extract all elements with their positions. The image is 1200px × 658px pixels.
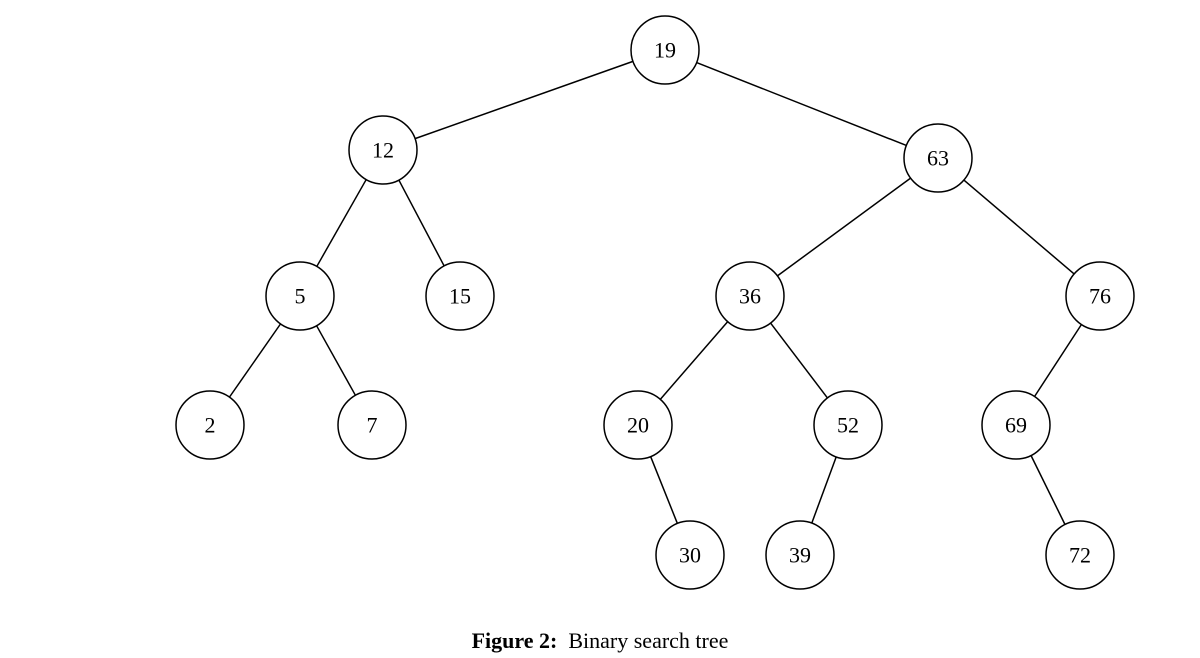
tree-node: 2 [176,391,244,459]
tree-node-label: 15 [449,284,471,309]
tree-node: 19 [631,16,699,84]
tree-edge [771,323,828,398]
tree-edge [317,326,356,396]
tree-node: 76 [1066,262,1134,330]
tree-node: 15 [426,262,494,330]
tree-node: 5 [266,262,334,330]
binary-search-tree: 19 12 63 5 15 36 76 2 7 20 52 69 30 39 72 [0,0,1200,610]
tree-edge [777,178,910,276]
tree-node-label: 39 [789,543,811,568]
tree-edge [1031,456,1065,525]
tree-node-label: 76 [1089,284,1111,309]
tree-node-label: 72 [1069,543,1091,568]
tree-node-label: 2 [205,413,216,438]
tree-edge [229,324,280,397]
tree-edge [415,61,633,138]
tree-node-label: 7 [367,413,378,438]
tree-edge [697,63,907,146]
tree-node: 20 [604,391,672,459]
tree-node: 52 [814,391,882,459]
figure-caption: Figure 2: Binary search tree [0,628,1200,654]
tree-edge [1035,324,1082,396]
tree-node-label: 5 [295,284,306,309]
tree-edge [964,180,1074,274]
tree-node: 30 [656,521,724,589]
tree-edge [660,322,727,400]
tree-node-label: 12 [372,138,394,163]
tree-node: 36 [716,262,784,330]
figure-caption-label: Figure 2: [472,628,558,653]
tree-node: 69 [982,391,1050,459]
figure-caption-text: Binary search tree [568,628,728,653]
tree-node-label: 19 [654,38,676,63]
tree-edge [399,180,444,266]
tree-node: 63 [904,124,972,192]
tree-node: 72 [1046,521,1114,589]
tree-node-label: 63 [927,146,949,171]
tree-node-label: 36 [739,284,761,309]
tree-node-label: 20 [627,413,649,438]
tree-node-label: 52 [837,413,859,438]
tree-node-label: 69 [1005,413,1027,438]
tree-edge [317,180,366,267]
tree-node: 39 [766,521,834,589]
tree-node: 7 [338,391,406,459]
tree-node: 12 [349,116,417,184]
tree-edge [812,457,836,523]
tree-node-label: 30 [679,543,701,568]
tree-edge [651,457,678,524]
